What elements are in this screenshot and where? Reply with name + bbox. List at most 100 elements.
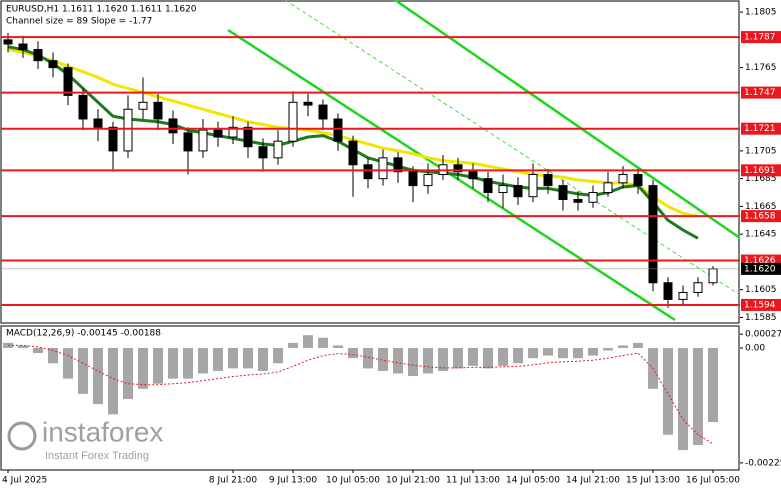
candle-body [123,108,133,152]
candle-body [453,164,463,173]
macd-y-tick-label: 0.00027 [745,330,781,340]
macd-bar [543,347,553,356]
y-tick-label: 1.1765 [745,63,777,73]
candle-body [708,268,718,284]
macd-bar [663,347,673,435]
level-label: 1.1658 [744,212,776,222]
level-label: 1.1787 [744,33,776,43]
candle-body [648,185,658,284]
candle-body [228,126,238,138]
candle-body [408,171,418,187]
macd-bar [273,347,283,364]
chart-title: EURUSD,H1 1.1611 1.1620 1.1611 1.1620 [6,5,197,15]
y-tick-label: 1.1705 [745,146,777,156]
candle-body [603,182,613,194]
candle-body [588,192,598,203]
macd-bar [78,347,88,394]
macd-bar [93,347,103,405]
macd-bar [363,347,373,369]
candle-body [153,101,163,120]
candle-body [378,157,388,180]
macd-bar [573,347,583,359]
macd-bar [618,345,628,348]
level-box [741,164,781,177]
level-label: 1.1747 [744,88,776,98]
macd-bar [333,345,343,348]
macd-bar [558,347,568,359]
macd-bar [48,347,58,364]
level-box [741,31,781,44]
macd-bar [528,347,538,359]
candle-body [168,118,178,134]
x-tick-label: 11 Jul 13:00 [446,476,500,486]
candle-body [303,101,313,106]
macd-bar [183,347,193,379]
candle-body [48,60,58,69]
candle-body [213,129,223,138]
y-tick-label: 1.1605 [745,285,777,295]
channel-mid [284,0,741,296]
y-tick-label: 1.1685 [745,174,777,184]
macd-bar [198,347,208,374]
level-label: 1.1594 [744,300,776,310]
y-tick-label: 1.1585 [745,313,777,323]
macd-bar [438,347,448,371]
x-tick-label: 4 Jul 2025 [2,476,47,486]
x-tick-label: 15 Jul 13:00 [626,476,680,486]
candle-body [678,291,688,300]
macd-bar [378,347,388,371]
candle-body [108,126,118,152]
candle-body [348,140,358,166]
macd-bar [678,347,688,451]
chart-subtitle: Channel size = 89 Slope = -1.77 [6,17,152,27]
macd-bar [258,347,268,371]
candle-body [288,101,298,142]
macd-signal [8,344,714,445]
candle-body [558,185,568,200]
candle-body [468,171,478,180]
candle-body [363,164,373,180]
main-panel [3,32,718,308]
macd-bar [498,347,508,366]
candle-body [243,126,253,148]
level-box [741,298,781,311]
macd-bar [168,347,178,379]
channel-upper [394,0,741,240]
last-price-label: 1.1620 [744,264,776,274]
y-tick-label: 1.1805 [745,8,777,18]
main-frame [0,0,740,324]
x-tick-label: 14 Jul 05:00 [506,476,560,486]
macd-bar [708,347,718,422]
candle-body [33,49,43,62]
y-tick-label: 1.1645 [745,230,777,240]
level-box [741,254,781,267]
candle-body [183,132,193,152]
candle-body [423,173,433,187]
watermark-tagline: Instant Forex Trading [45,450,149,462]
candle-body [618,173,628,184]
macd-bar [213,347,223,371]
x-tick-label: 16 Jul 05:00 [686,476,740,486]
macd-bar [318,337,328,348]
candle-body [573,198,583,203]
macd-bar [453,347,463,369]
candle-body [663,282,673,300]
candle-body [78,94,88,120]
macd-bar [153,347,163,384]
candle-body [693,282,703,293]
candle-body [198,129,208,152]
macd-bar [633,342,643,348]
y-tick-label: 1.1665 [745,202,777,212]
watermark-logo [7,421,37,451]
candle-body [633,173,643,187]
macd-bar [393,347,403,374]
macd-bar [123,347,133,400]
candle-body [528,173,538,198]
macd-bar [408,347,418,377]
x-tick-label: 14 Jul 21:00 [566,476,620,486]
candle-body [18,43,28,51]
candle-body [3,39,13,45]
candle-body [333,118,343,142]
candle-body [513,185,523,198]
candle-body [543,173,553,187]
